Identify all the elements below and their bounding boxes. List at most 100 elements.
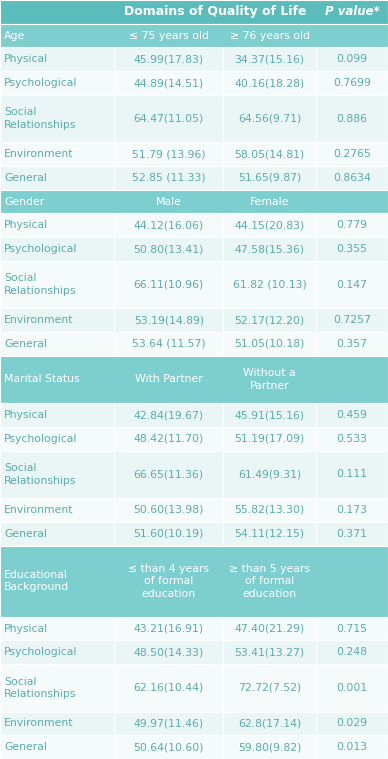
Text: 51.19(17.09): 51.19(17.09) [234, 434, 305, 444]
Bar [0, 641, 114, 664]
Bar [316, 332, 388, 356]
Text: 0.371: 0.371 [337, 529, 367, 539]
Bar [316, 403, 388, 427]
Bar [316, 427, 388, 451]
Bar [223, 166, 316, 190]
Text: 61.82 (10.13): 61.82 (10.13) [233, 279, 307, 290]
Bar [114, 641, 223, 664]
Bar [0, 237, 114, 261]
Text: 72.72(7.52): 72.72(7.52) [238, 683, 301, 693]
Bar [223, 403, 316, 427]
Text: 0.2765: 0.2765 [333, 150, 371, 159]
Text: Social
Relationships: Social Relationships [4, 676, 76, 699]
Bar [223, 261, 316, 308]
Bar [316, 641, 388, 664]
Bar [114, 261, 223, 308]
Bar [316, 237, 388, 261]
Text: Environment: Environment [4, 315, 73, 325]
Bar [114, 308, 223, 332]
Text: General: General [4, 173, 47, 183]
Bar [0, 451, 114, 498]
Bar [223, 735, 316, 759]
Text: Without a
Partner: Without a Partner [243, 368, 296, 391]
Bar [0, 546, 388, 616]
Text: Psychological: Psychological [4, 434, 77, 444]
Text: Domains of Quality of Life: Domains of Quality of Life [124, 5, 307, 18]
Text: 0.8634: 0.8634 [333, 173, 371, 183]
Bar [223, 308, 316, 332]
Bar [223, 641, 316, 664]
Text: 50.80(13.41): 50.80(13.41) [133, 244, 204, 254]
Bar [0, 522, 114, 546]
Text: Social
Relationships: Social Relationships [4, 463, 76, 486]
Text: Environment: Environment [4, 505, 73, 515]
Text: General: General [4, 339, 47, 349]
Text: Gender: Gender [4, 197, 44, 206]
Bar [223, 522, 316, 546]
Bar [0, 735, 114, 759]
Bar [114, 95, 223, 143]
Text: 50.60(13.98): 50.60(13.98) [133, 505, 204, 515]
Bar [223, 332, 316, 356]
Bar [316, 166, 388, 190]
Text: 0.7699: 0.7699 [333, 78, 371, 88]
Text: 0.533: 0.533 [337, 434, 367, 444]
Bar [114, 427, 223, 451]
Text: 61.49(9.31): 61.49(9.31) [238, 469, 301, 480]
Text: 0.111: 0.111 [337, 469, 367, 480]
Text: General: General [4, 742, 47, 752]
Text: 44.15(20.83): 44.15(20.83) [234, 220, 305, 230]
Bar [0, 261, 114, 308]
Text: 0.099: 0.099 [336, 55, 368, 65]
Bar [316, 308, 388, 332]
Bar [114, 498, 223, 522]
Text: 44.12(16.06): 44.12(16.06) [133, 220, 204, 230]
Text: Age: Age [4, 30, 25, 40]
Text: ≤ 75 years old: ≤ 75 years old [129, 30, 209, 40]
Text: 0.029: 0.029 [336, 719, 368, 729]
Bar [0, 308, 114, 332]
Bar [0, 71, 114, 95]
Bar [114, 237, 223, 261]
Bar [316, 616, 388, 641]
Text: 53.41(13.27): 53.41(13.27) [235, 647, 305, 657]
Text: 52.85 (11.33): 52.85 (11.33) [132, 173, 206, 183]
Text: Educational
Background: Educational Background [4, 570, 69, 592]
Bar [316, 712, 388, 735]
Text: 50.64(10.60): 50.64(10.60) [133, 742, 204, 752]
Bar [223, 237, 316, 261]
Bar [0, 143, 114, 166]
Text: ≥ than 5 years
of formal
education: ≥ than 5 years of formal education [229, 564, 310, 599]
Text: Physical: Physical [4, 55, 48, 65]
Bar [0, 332, 114, 356]
Bar [114, 712, 223, 735]
Text: 42.84(19.67): 42.84(19.67) [134, 410, 204, 420]
Bar [114, 451, 223, 498]
Text: 54.11(12.15): 54.11(12.15) [235, 529, 305, 539]
Text: Female: Female [250, 197, 289, 206]
Bar [316, 735, 388, 759]
Text: 0.7257: 0.7257 [333, 315, 371, 325]
Bar [316, 498, 388, 522]
Text: General: General [4, 529, 47, 539]
Text: 64.47(11.05): 64.47(11.05) [133, 114, 204, 124]
Text: 58.05(14.81): 58.05(14.81) [234, 150, 305, 159]
Text: 0.355: 0.355 [337, 244, 367, 254]
Text: Psychological: Psychological [4, 647, 77, 657]
Text: 0.173: 0.173 [337, 505, 367, 515]
Text: 44.89(14.51): 44.89(14.51) [134, 78, 204, 88]
Bar [223, 712, 316, 735]
Bar [0, 498, 114, 522]
Bar [316, 522, 388, 546]
Text: 43.21(16.91): 43.21(16.91) [134, 624, 204, 634]
Bar [114, 664, 223, 712]
Text: 0.248: 0.248 [337, 647, 367, 657]
Text: 52.17(12.20): 52.17(12.20) [234, 315, 305, 325]
Bar [316, 143, 388, 166]
Bar [114, 522, 223, 546]
Text: Male: Male [156, 197, 182, 206]
Bar [0, 24, 388, 47]
Text: 0.001: 0.001 [336, 683, 368, 693]
Text: 45.91(15.16): 45.91(15.16) [235, 410, 305, 420]
Text: 47.40(21.29): 47.40(21.29) [234, 624, 305, 634]
